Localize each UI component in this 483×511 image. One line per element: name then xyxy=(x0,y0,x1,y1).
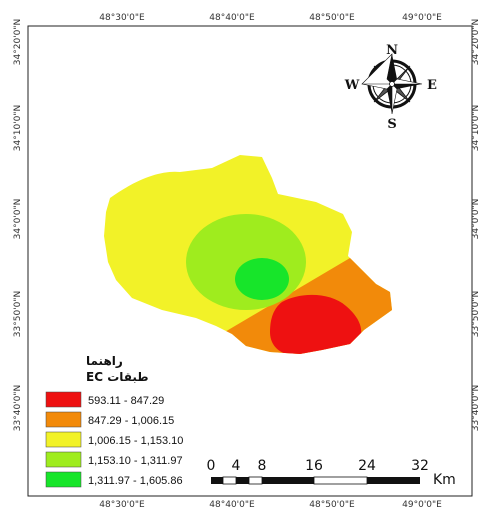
lat-label-right: 33°50'0"N xyxy=(471,291,481,337)
lat-label-left: 34°0'0"N xyxy=(13,199,23,240)
compass-north-label: N xyxy=(386,43,398,58)
scale-tick-label: 0 xyxy=(207,458,216,474)
scale-segment-dark xyxy=(236,477,249,484)
legend-swatch xyxy=(45,431,82,448)
legend-label: 847.29 - 1,006.15 xyxy=(88,415,174,427)
compass-center xyxy=(389,81,395,87)
lon-label-bottom: 48°30'0"E xyxy=(99,500,145,510)
compass-rose-icon: N S E W xyxy=(344,43,437,132)
scale-tick-label: 8 xyxy=(258,458,267,474)
scale-segment-dark xyxy=(211,477,223,484)
legend-swatch xyxy=(45,411,82,428)
compass-west-label: W xyxy=(344,78,360,93)
scale-segment-dark xyxy=(262,477,314,484)
lon-label-top: 48°30'0"E xyxy=(99,13,145,23)
lon-label-top: 48°50'0"E xyxy=(309,13,355,23)
legend-label: 1,153.10 - 1,311.97 xyxy=(88,455,183,467)
scale-segment-light xyxy=(222,476,237,485)
ec-zone-green xyxy=(235,258,289,300)
scale-tick-label: 16 xyxy=(305,458,323,474)
legend-swatch xyxy=(45,451,82,468)
lat-label-right: 33°40'0"N xyxy=(471,385,481,431)
scale-tick-label: 4 xyxy=(232,458,241,474)
lon-label-bottom: 49°0'0"E xyxy=(402,500,442,510)
scale-segment-dark xyxy=(367,477,420,484)
ec-zone-red xyxy=(270,294,362,354)
lat-label-right: 34°10'0"N xyxy=(471,105,481,151)
lat-label-left: 34°20'0"N xyxy=(13,19,23,65)
lat-label-right: 34°20'0"N xyxy=(471,19,481,65)
lat-label-right: 34°0'0"N xyxy=(471,199,481,240)
scale-segment-light xyxy=(313,476,368,485)
lon-label-bottom: 48°40'0"E xyxy=(209,500,255,510)
legend-label: 1,311.97 - 1,605.86 xyxy=(88,475,183,487)
legend-swatch xyxy=(45,391,82,408)
lon-label-bottom: 48°50'0"E xyxy=(309,500,355,510)
lat-labels-right: 34°20'0"N 34°10'0"N 34°0'0"N 33°50'0"N 3… xyxy=(471,19,481,431)
lat-label-left: 33°40'0"N xyxy=(13,385,23,431)
compass-south-label: S xyxy=(387,117,396,132)
lon-label-top: 49°0'0"E xyxy=(402,13,442,23)
lon-labels-top: 48°30'0"E 48°40'0"E 48°50'0"E 49°0'0"E xyxy=(99,13,442,23)
scale-bar: 0 4 8 16 24 32 Km xyxy=(207,458,456,488)
legend-swatch xyxy=(45,471,82,488)
scale-tick-label: 32 xyxy=(411,458,429,474)
legend: راهنما طبقات EC 593.11 - 847.29 847.29 -… xyxy=(45,354,183,488)
lat-label-left: 34°10'0"N xyxy=(13,105,23,151)
scale-unit: Km xyxy=(433,472,456,488)
legend-subtitle: طبقات EC xyxy=(86,370,149,384)
lon-labels-bottom: 48°30'0"E 48°40'0"E 48°50'0"E 49°0'0"E xyxy=(99,500,442,510)
scale-segment-light xyxy=(248,476,263,485)
scale-tick-label: 24 xyxy=(358,458,376,474)
lon-label-top: 48°40'0"E xyxy=(209,13,255,23)
legend-label: 1,006.15 - 1,153.10 xyxy=(88,435,183,447)
compass-east-label: E xyxy=(427,78,437,93)
legend-label: 593.11 - 847.29 xyxy=(88,395,164,407)
lat-labels-left: 34°20'0"N 34°10'0"N 34°0'0"N 33°50'0"N 3… xyxy=(13,19,23,431)
legend-title: راهنما xyxy=(86,354,123,368)
lat-label-left: 33°50'0"N xyxy=(13,291,23,337)
